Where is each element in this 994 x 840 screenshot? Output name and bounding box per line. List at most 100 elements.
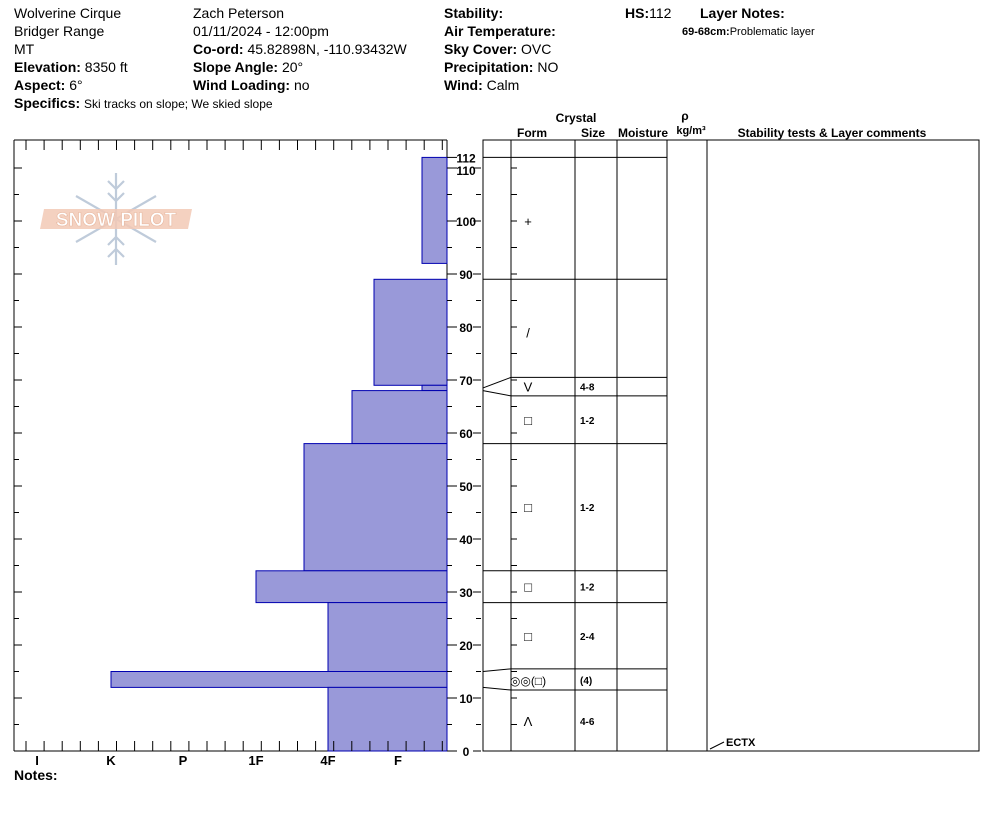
layer-grid: + / V 4-8 □ 1-2 □ 1-2 □ 1-2 □ 2-4 ◎◎(□) (4) Λ 4-6 ECTX [482, 139, 980, 752]
slope-angle: Slope Angle: 20° [193, 58, 303, 76]
depth-label: 112 [456, 151, 476, 165]
sky-cover: Sky Cover: OVC [444, 40, 551, 58]
stability-test-label: ECTX [726, 737, 756, 749]
depth-label: 70 [459, 374, 473, 388]
crystal-form: Λ [524, 714, 533, 729]
crystal-form: □ [524, 629, 532, 644]
hardness-tick-label: 4F [320, 753, 335, 768]
layer-note-depth: 69-68cm: [682, 26, 730, 38]
crystal-form: □ [524, 413, 532, 428]
slope-label: Slope Angle: [193, 59, 279, 75]
crystal-form: V [524, 379, 533, 394]
observation-datetime: 01/11/2024 - 12:00pm [193, 23, 329, 39]
stability-label: Stability: [444, 5, 504, 21]
slope-value: 20° [281, 59, 304, 75]
crystal-form: □ [524, 580, 532, 595]
specifics-label: Specifics: [14, 95, 81, 111]
depth-label: 30 [459, 586, 473, 600]
crystal-size: (4) [580, 676, 592, 687]
density-symbol: ρ [681, 109, 688, 123]
stability: Stability: [444, 4, 503, 22]
moisture-header: Moisture [618, 126, 668, 140]
depth-label: 60 [459, 427, 473, 441]
aspect-label: Aspect: [14, 77, 66, 93]
depth-label: 110 [456, 164, 476, 178]
hardness-tick-label: F [394, 753, 402, 768]
layer-connector [482, 686, 512, 691]
sky-value: OVC [521, 41, 552, 57]
hs-label: HS: [625, 5, 650, 21]
hardness-bar [303, 443, 448, 572]
wind-loading-label: Wind Loading: [193, 77, 291, 93]
size-header: Size [581, 126, 605, 140]
hardness-tick-label: I [35, 753, 39, 768]
layer-connector [482, 376, 512, 389]
hardness-tick-label: K [106, 753, 116, 768]
density-unit: kg/m³ [676, 125, 706, 137]
crystal-size: 2-4 [580, 632, 595, 643]
wind-loading-value: no [293, 77, 310, 93]
test-pointer [709, 741, 725, 750]
hardness-bar [421, 384, 448, 392]
crystal-size: 1-2 [580, 416, 595, 427]
crystal-form: / [526, 325, 530, 340]
hardness-bar [255, 570, 448, 604]
precip-value: NO [537, 59, 559, 75]
hardness-bar [351, 390, 448, 445]
state-name: MT [14, 41, 35, 57]
hardness-tick-label: 1F [248, 753, 263, 768]
elevation-value: 8350 ft [84, 59, 128, 75]
hs-value: 112 [649, 5, 672, 21]
hardness-bar [327, 686, 448, 752]
crystal-form: + [524, 214, 532, 229]
sky-label: Sky Cover: [444, 41, 518, 57]
precip-label: Precipitation: [444, 59, 534, 75]
depth-label: 50 [459, 480, 473, 494]
specifics-value: Ski tracks on slope; We skied slope [84, 97, 273, 111]
hardness-tick-label: P [179, 753, 188, 768]
depth-label: 80 [459, 321, 473, 335]
air-temp-label: Air Temperature: [444, 23, 556, 39]
air-temperature: Air Temperature: [444, 22, 556, 40]
crystal-form: ◎◎(□) [510, 674, 546, 688]
crystal-header: Crystal [556, 111, 597, 125]
specifics: Specifics: Ski tracks on slope; We skied… [14, 94, 273, 113]
elevation-label: Elevation: [14, 59, 81, 75]
hardness-bar [373, 278, 448, 386]
coordinates: Co-ord: 45.82898N, -110.93432W [193, 40, 407, 58]
location-name: Wolverine Cirque [14, 5, 122, 21]
depth-label: 10 [459, 692, 473, 706]
crystal-size: 1-2 [580, 503, 595, 514]
wind-loading: Wind Loading: no [193, 76, 310, 94]
layer-connector [482, 390, 512, 397]
crystal-size: 4-6 [580, 717, 595, 728]
elevation: Elevation: 8350 ft [14, 58, 128, 76]
grid-frame [482, 139, 980, 752]
snow-height: HS:112 [625, 4, 671, 22]
coord-label: Co-ord: [193, 41, 244, 57]
crystal-form: □ [524, 500, 532, 515]
depth-label: 40 [459, 533, 473, 547]
layer-note: 69-68cm:Problematic layer [682, 23, 815, 41]
observer-name: Zach Peterson [193, 5, 285, 21]
aspect: Aspect: 6° [14, 76, 83, 94]
form-header: Form [517, 126, 547, 140]
notes-label: Notes: [14, 767, 58, 783]
logo-text: SNOW PILOT [56, 210, 177, 231]
layer-note-text: Problematic layer [729, 26, 815, 38]
depth-label: 90 [459, 268, 473, 282]
crystal-size: 4-8 [580, 382, 595, 393]
layer-notes-title: Layer Notes: [700, 5, 785, 21]
crystal-size: 1-2 [580, 583, 595, 594]
wind-value: Calm [486, 77, 520, 93]
hardness-bar [327, 602, 448, 672]
range-name: Bridger Range [14, 23, 105, 39]
aspect-value: 6° [69, 77, 83, 93]
wind: Wind: Calm [444, 76, 519, 94]
depth-label: 100 [456, 215, 476, 229]
hardness-bar [421, 156, 448, 264]
layer-connector [482, 668, 512, 672]
depth-label: 20 [459, 639, 473, 653]
